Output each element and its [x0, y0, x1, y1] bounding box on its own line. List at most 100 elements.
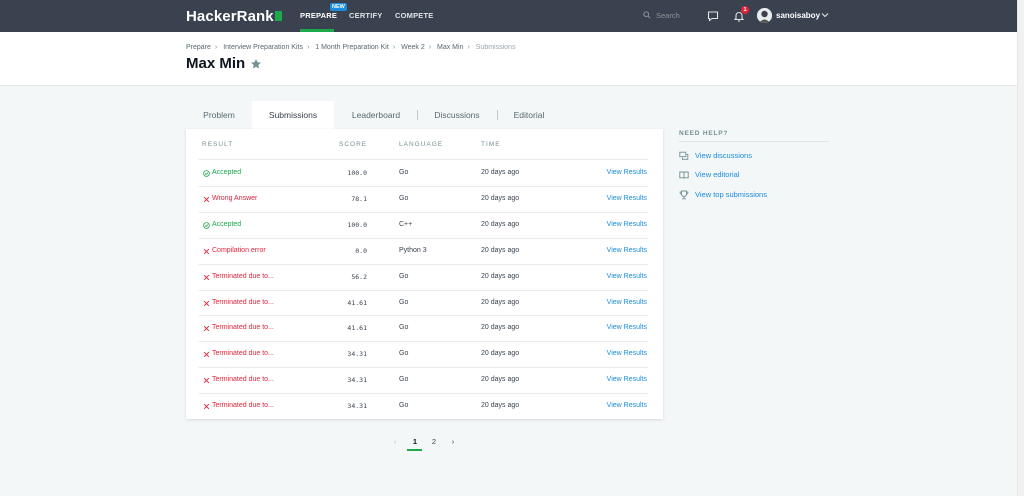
view-results-link[interactable]: View Results [606, 246, 647, 254]
language-cell: Python 3 [399, 246, 427, 254]
result-cell: Accepted [203, 169, 241, 177]
language-cell: Go [399, 169, 409, 176]
breadcrumb-separator: › [428, 44, 432, 51]
score-cell: 41.61 [347, 298, 367, 307]
tab-problem[interactable]: Problem [203, 110, 235, 120]
nav-active-underline [300, 29, 334, 32]
breadcrumb-separator: › [306, 44, 310, 51]
view-results-link[interactable]: View Results [606, 376, 647, 384]
tab-discussions[interactable]: Discussions [434, 110, 480, 120]
cross-icon [203, 403, 210, 410]
language-cell: Go [399, 272, 409, 280]
breadcrumb-separator: › [214, 44, 218, 51]
view-results-link[interactable]: View Results [606, 272, 647, 280]
chevron-down-icon[interactable] [821, 11, 829, 19]
view-results-link[interactable]: View Results [606, 350, 647, 358]
view-top-submissions-label: View top submissions [695, 190, 767, 199]
cross-icon [203, 352, 210, 358]
view-results-link[interactable]: View Results [606, 169, 647, 176]
score-cell: 56.2 [351, 272, 367, 281]
breadcrumb-prepare[interactable]: Prepare [186, 44, 211, 51]
hackerrank-logo[interactable]: HackerRank [186, 8, 282, 25]
notification-bell-icon[interactable] [733, 10, 745, 22]
nav-compete[interactable]: COMPETE [395, 11, 434, 20]
row-divider [199, 393, 648, 395]
row-divider [199, 263, 648, 265]
cross-icon [203, 377, 210, 384]
time-cell: 20 days ago [481, 194, 520, 202]
time-cell: 20 days ago [481, 324, 520, 332]
time-cell: 20 days ago [481, 376, 520, 384]
row-divider [199, 185, 648, 187]
breadcrumb-interview-kits[interactable]: Interview Preparation Kits [223, 44, 303, 51]
pagination-prev[interactable]: ‹ [393, 437, 397, 446]
breadcrumb-separator: › [467, 44, 470, 51]
new-badge: NEW [330, 3, 347, 11]
result-cell: Terminated due to... [203, 299, 274, 306]
time-cell: 20 days ago [481, 402, 520, 410]
pagination-page-2[interactable]: 2 [431, 437, 437, 446]
score-cell: 41.61 [347, 324, 367, 333]
time-cell: 20 days ago [481, 350, 520, 358]
view-results-link[interactable]: View Results [606, 324, 647, 332]
messages-icon[interactable] [707, 10, 719, 22]
score-cell: 78.1 [351, 194, 367, 203]
search-icon[interactable] [643, 11, 651, 19]
view-discussions-link[interactable]: View discussions [679, 151, 752, 160]
check-circle-icon [203, 170, 210, 177]
discussion-icon [679, 151, 689, 160]
view-results-link[interactable]: View Results [606, 402, 647, 410]
username[interactable]: sanoisaboy [776, 11, 821, 20]
breadcrumb-max-min[interactable]: Max Min [437, 44, 464, 51]
result-cell: Terminated due to... [203, 324, 274, 332]
cross-icon [203, 248, 210, 254]
pagination-next[interactable]: › [451, 437, 455, 446]
view-results-link[interactable]: View Results [606, 194, 647, 202]
header-score: SCORE [339, 141, 368, 148]
tab-leaderboard[interactable]: Leaderboard [351, 110, 401, 120]
result-cell: Terminated due to... [203, 273, 274, 280]
avatar[interactable] [757, 8, 772, 23]
help-divider [679, 141, 829, 142]
table-divider [199, 159, 648, 160]
breadcrumb-week-2[interactable]: Week 2 [401, 44, 425, 51]
score-cell: 34.31 [347, 402, 367, 411]
language-cell: C++ [399, 220, 413, 228]
view-results-link[interactable]: View Results [606, 298, 647, 306]
header-time: TIME [481, 141, 501, 148]
language-cell: Go [399, 194, 409, 202]
row-divider [199, 367, 648, 369]
view-top-submissions-link[interactable]: View top submissions [679, 190, 767, 200]
result-label: Terminated due to... [212, 324, 274, 332]
result-label: Accepted [212, 220, 242, 228]
result-cell: Terminated due to... [203, 376, 274, 384]
top-navbar [0, 0, 1017, 32]
search-input[interactable]: Search [656, 11, 680, 20]
page-scrollbar[interactable] [1017, 0, 1024, 496]
language-cell: Go [399, 298, 409, 306]
nav-prepare[interactable]: PREPARE [300, 11, 338, 20]
breadcrumb: Prepare › Interview Preparation Kits › 1 M… [186, 44, 518, 51]
tab-submissions[interactable]: Submissions [252, 101, 334, 129]
nav-certify[interactable]: CERTIFY [349, 11, 383, 20]
page-title: Max Min [186, 55, 246, 72]
tab-editorial[interactable]: Editorial [513, 110, 545, 120]
language-cell: Go [399, 376, 409, 384]
star-icon[interactable] [250, 58, 262, 70]
pagination-page-1[interactable]: 1 [412, 437, 418, 446]
result-cell: Accepted [203, 220, 242, 229]
score-cell: 100.0 [347, 169, 367, 177]
result-label: Terminated due to... [212, 272, 274, 280]
view-discussions-label: View discussions [695, 151, 752, 160]
view-results-link[interactable]: View Results [606, 220, 647, 228]
view-editorial-link[interactable]: View editorial [679, 170, 739, 179]
cross-icon [203, 326, 210, 332]
result-label: Terminated due to... [212, 402, 274, 410]
row-divider [199, 315, 648, 317]
language-cell: Go [399, 350, 409, 358]
breadcrumb-1-month-kit[interactable]: 1 Month Preparation Kit [315, 44, 389, 51]
breadcrumb-separator: › [392, 44, 396, 51]
result-label: Terminated due to... [212, 350, 274, 358]
result-cell: Compilation error [203, 247, 266, 254]
tab-divider [497, 110, 498, 120]
